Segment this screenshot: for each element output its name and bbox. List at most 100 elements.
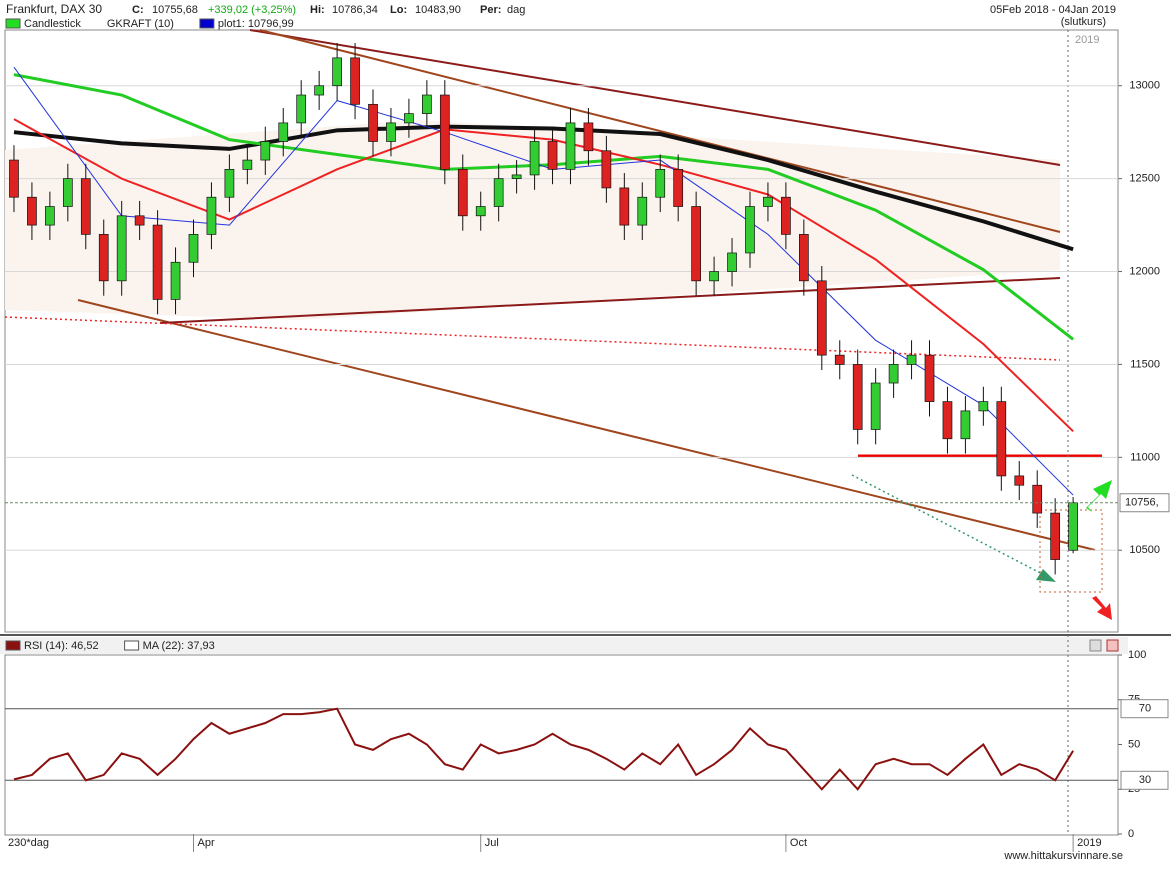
last-price-label: 10756, xyxy=(1125,497,1159,509)
candle-body xyxy=(978,401,989,412)
legend-label: Candlestick xyxy=(24,18,81,30)
legend-label: RSI (14): 46,52 xyxy=(24,640,99,652)
candle-body xyxy=(80,178,91,235)
candle-body xyxy=(368,103,378,142)
candle-body xyxy=(781,196,791,235)
candle-body xyxy=(1032,484,1043,514)
candle-body xyxy=(314,85,325,96)
rsi-plot xyxy=(4,654,1119,836)
candle-body xyxy=(62,178,73,207)
instrument: Frankfurt, DAX 30 xyxy=(6,2,102,16)
candle-body xyxy=(116,215,127,282)
legend-label: plot1: 10796,99 xyxy=(218,18,294,30)
candle-body xyxy=(924,354,935,402)
price-plot xyxy=(4,29,1119,633)
candle-body xyxy=(816,280,827,356)
y-tick-label: 11000 xyxy=(1130,451,1160,463)
candle-body xyxy=(511,174,522,179)
candle-body xyxy=(404,113,414,124)
candle-body xyxy=(565,122,576,170)
close-label: C: xyxy=(132,4,144,16)
trend-line xyxy=(249,29,1061,166)
x-tick-label: Apr xyxy=(197,837,214,849)
x-tick-label: Oct xyxy=(790,837,807,849)
candle-body xyxy=(870,382,881,430)
close: 10755,68 xyxy=(152,4,198,16)
candle-body xyxy=(942,401,953,440)
candle-body xyxy=(834,354,845,365)
legend-label: MA (22): 37,93 xyxy=(143,640,215,652)
legend-swatch xyxy=(124,640,140,651)
candle-body xyxy=(422,94,432,114)
level-box xyxy=(1120,699,1169,719)
candle-body xyxy=(1014,475,1025,486)
candle-body xyxy=(170,261,181,300)
candle-body xyxy=(852,364,863,430)
candle-body xyxy=(906,354,917,365)
x-note: 230*dag xyxy=(8,837,49,849)
candle-body xyxy=(296,94,307,124)
candle-body xyxy=(1050,512,1061,560)
candle-body xyxy=(888,364,899,384)
y-tick-label: 100 xyxy=(1128,649,1146,661)
change: +339,02 (+3,25%) xyxy=(208,4,296,16)
rsi-line xyxy=(13,707,1074,791)
x-tick-label: 2019 xyxy=(1077,837,1101,849)
arrow-head xyxy=(1036,569,1056,582)
high-label: Hi: xyxy=(310,4,325,16)
candle-body xyxy=(583,122,594,152)
low-label: Lo: xyxy=(390,4,407,16)
candle-body xyxy=(350,57,360,105)
candle-body xyxy=(763,196,773,207)
candle-body xyxy=(745,206,755,254)
candle-body xyxy=(457,169,468,217)
up-arrow xyxy=(1086,480,1112,512)
candle-body xyxy=(475,206,486,217)
candle-body xyxy=(798,234,809,282)
level-box xyxy=(1120,770,1169,790)
down-arrow xyxy=(1092,596,1112,620)
candle-body xyxy=(332,57,342,87)
y-tick-label: 0 xyxy=(1128,828,1134,840)
candle-body xyxy=(45,206,55,226)
y-tick-label: 10500 xyxy=(1129,544,1160,556)
candle-body xyxy=(709,271,719,282)
period-label: Per: xyxy=(480,4,501,16)
candle-body xyxy=(206,196,217,235)
candle-body xyxy=(727,252,737,272)
candle-body xyxy=(98,234,109,282)
candle-body xyxy=(637,196,648,226)
candle-body xyxy=(188,234,199,263)
period: dag xyxy=(507,4,525,16)
watermark: www.hittakursvinnare.se xyxy=(1003,850,1123,862)
candle-body xyxy=(9,159,19,198)
level-label: 70 xyxy=(1139,703,1151,715)
trend-line xyxy=(259,29,1061,233)
close-button[interactable] xyxy=(1106,639,1119,652)
candle-body xyxy=(27,196,37,226)
candle-body xyxy=(386,122,396,142)
candle-body xyxy=(673,169,684,207)
candle-body xyxy=(152,224,163,300)
candle-body xyxy=(134,215,145,226)
candle-body xyxy=(547,141,558,170)
trend-line xyxy=(77,299,1096,551)
y-tick-label: 12500 xyxy=(1129,173,1160,185)
low: 10483,90 xyxy=(415,4,461,16)
legend-swatch xyxy=(5,18,21,29)
date-range: 05Feb 2018 - 04Jan 2019 xyxy=(990,4,1116,16)
price-kind: (slutkurs) xyxy=(1061,16,1106,28)
candle-body xyxy=(260,141,271,161)
dotted-line xyxy=(4,316,1061,361)
candle-body xyxy=(996,401,1007,477)
candle-body xyxy=(493,178,504,207)
candle-body xyxy=(278,122,289,142)
candle-body xyxy=(224,169,235,198)
candle-body xyxy=(691,206,701,282)
year-marker: 2019 xyxy=(1075,34,1099,46)
legend-label: GKRAFT (10) xyxy=(107,18,174,30)
y-tick-label: 13000 xyxy=(1129,80,1160,92)
candle-body xyxy=(242,159,253,170)
maximize-button[interactable] xyxy=(1089,639,1102,652)
